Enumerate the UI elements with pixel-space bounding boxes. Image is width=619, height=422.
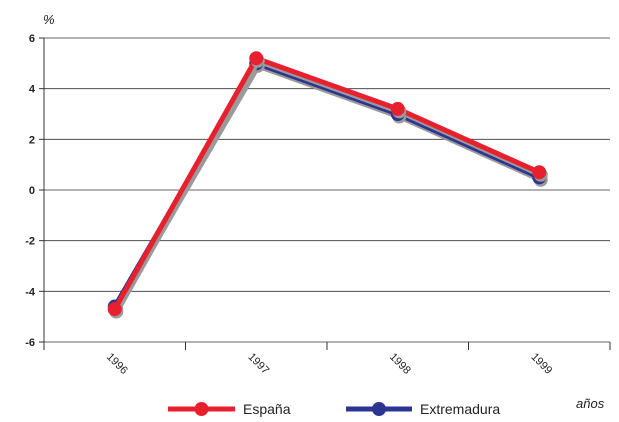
grid — [44, 37, 610, 343]
series-0 — [107, 51, 548, 319]
x-tick-label: 1998 — [387, 351, 413, 377]
x-tick-label: 1999 — [528, 351, 554, 377]
legend-item-extremadura: Extremadura — [346, 401, 500, 417]
y-axis-unit-label: % — [43, 12, 55, 27]
series-1 — [107, 56, 548, 317]
y-tick-label: -6 — [25, 337, 35, 349]
series-line-shadow — [114, 58, 543, 314]
legend-item-espana: España — [168, 401, 291, 417]
x-axis-unit-label: años — [576, 396, 605, 411]
x-tick-labels: 1996 1997 1998 1999 — [104, 351, 554, 377]
y-tick-label: 6 — [29, 33, 35, 45]
y-tick-labels: 6 4 2 0 -2 -4 -6 — [25, 33, 36, 349]
y-tick-label: -4 — [25, 286, 36, 298]
axes — [39, 37, 611, 350]
legend: España Extremadura — [168, 401, 500, 417]
data-point — [390, 101, 405, 116]
legend-marker-extremadura — [372, 402, 386, 416]
data-point — [249, 51, 264, 66]
series-line — [112, 60, 541, 308]
y-tick-label: -2 — [25, 236, 35, 248]
y-tick-label: 4 — [29, 84, 36, 96]
legend-label-espana: España — [243, 401, 291, 417]
data-point — [107, 302, 122, 317]
y-tick-label: 0 — [29, 185, 35, 197]
series-lines — [107, 51, 548, 319]
y-tick-label: 2 — [29, 134, 35, 146]
legend-label-extremadura: Extremadura — [420, 401, 500, 417]
x-tick-label: 1997 — [245, 351, 271, 377]
series-line — [112, 55, 541, 311]
data-point — [532, 165, 547, 180]
legend-marker-espana — [194, 402, 209, 416]
x-tick-label: 1996 — [104, 351, 130, 377]
